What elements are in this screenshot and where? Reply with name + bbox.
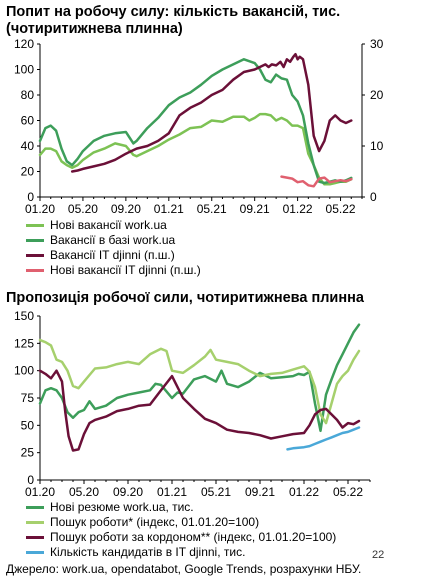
y-tick-label: 80	[21, 88, 35, 102]
x-tick-label: 01.22	[289, 485, 319, 499]
legend-label: Нові резюме work.ua, тис.	[50, 500, 194, 514]
chart-vacancies-series	[38, 52, 353, 188]
legend-swatch	[26, 536, 44, 539]
x-tick-label: 01.21	[154, 202, 184, 216]
x-tick-label: 05.20	[69, 485, 99, 499]
y-tick-label: 120	[14, 37, 34, 51]
y-tick-label: 125	[14, 336, 34, 350]
legend-swatch	[26, 506, 44, 509]
x-tick-label: 01.20	[25, 485, 55, 499]
y-tick-label: 20	[21, 165, 35, 179]
x-tick-label: 05.21	[201, 485, 231, 499]
chart-supply-axes: 0 25 50 75 100 125 150 01.20 05.20 09.20 01.21 05.2…	[14, 309, 371, 499]
x-tick-label: 09.20	[111, 202, 141, 216]
legend-label: Нові вакансії IT djinni (п.ш.)	[50, 263, 201, 277]
legend-label: Кількість кандидатів в IT djinni, тис.	[50, 545, 246, 559]
legend-label: Пошук роботи* (індекс, 01.01.20=100)	[50, 515, 260, 529]
legend-swatch	[26, 224, 44, 227]
chart-title-vacancies: Попит на робочу силу: кількість вакансій…	[6, 4, 341, 37]
series-line	[38, 58, 353, 185]
legend-item: Нові резюме work.ua, тис.	[26, 500, 336, 515]
legend-supply: Нові резюме work.ua, тис. Пошук роботи* …	[26, 500, 336, 560]
x-tick-label: 05.22	[333, 485, 363, 499]
chart-title-supply: Пропозиція робочої сили, чотиритижнева п…	[6, 290, 364, 306]
y-tick-label: 0	[27, 473, 34, 487]
legend-label: Нові вакансії work.ua	[50, 218, 167, 232]
y-tick-label: 75	[21, 391, 35, 405]
y-tick-label: 50	[21, 418, 35, 432]
y-tick-label: 100	[14, 364, 34, 378]
legend-label: Пошук роботи за кордоном** (індекс, 01.0…	[50, 530, 337, 544]
legend-item: Пошук роботи за кордоном** (індекс, 01.0…	[26, 530, 336, 545]
source-note: Джерело: work.ua, opendatabot, Google Tr…	[6, 562, 362, 576]
x-tick-label: 09.20	[113, 485, 143, 499]
y-tick-label: 60	[21, 114, 35, 128]
x-tick-label: 01.20	[25, 202, 55, 216]
series-line	[38, 338, 361, 425]
x-tick-label: 01.21	[157, 485, 187, 499]
x-tick-label: 05.22	[326, 202, 356, 216]
series-line	[38, 369, 361, 452]
y2-tick-label: 20	[370, 88, 384, 102]
legend-item: Вакансії в базі work.ua	[26, 233, 201, 248]
y2-tick-label: 0	[370, 190, 377, 204]
legend-swatch	[26, 254, 44, 257]
page-number: 22	[372, 549, 385, 561]
series-line	[286, 426, 361, 451]
series-line	[280, 175, 353, 188]
y-tick-label: 100	[14, 63, 34, 77]
legend-item: Вакансії IT djinni (п.ш.)	[26, 248, 201, 263]
legend-swatch	[26, 521, 44, 524]
legend-swatch	[26, 269, 44, 272]
legend-item: Нові вакансії IT djinni (п.ш.)	[26, 263, 201, 278]
x-tick-label: 01.22	[283, 202, 313, 216]
x-tick-label: 09.21	[240, 202, 270, 216]
chart-vacancies-axes: 0 20 40 60 80 100 120 0 10 20 30 01.20 05.20 09.20 01.…	[14, 37, 384, 216]
legend-swatch	[26, 239, 44, 242]
x-tick-label: 09.21	[245, 485, 275, 499]
y-tick-label: 150	[14, 309, 34, 323]
y-tick-label: 0	[27, 190, 34, 204]
series-line	[38, 323, 361, 433]
chart-vacancies: 0 20 40 60 80 100 120 0 10 20 30 01.20 05.20 09.20 01.…	[14, 37, 384, 216]
legend-item: Пошук роботи* (індекс, 01.01.20=100)	[26, 515, 336, 530]
x-tick-label: 05.20	[68, 202, 98, 216]
legend-item: Кількість кандидатів в IT djinni, тис.	[26, 545, 336, 560]
chart-supply-series	[38, 323, 361, 452]
legend-swatch	[26, 551, 44, 554]
x-tick-label: 05.21	[197, 202, 227, 216]
legend-label: Вакансії в базі work.ua	[50, 233, 176, 247]
y2-tick-label: 30	[370, 37, 384, 51]
series-line	[70, 52, 353, 173]
legend-label: Вакансії IT djinni (п.ш.)	[50, 248, 175, 262]
legend-item: Нові вакансії work.ua	[26, 218, 201, 233]
y2-tick-label: 10	[370, 139, 384, 153]
y-tick-label: 40	[21, 139, 35, 153]
legend-vacancies: Нові вакансії work.ua Вакансії в базі wo…	[26, 218, 201, 278]
y-tick-label: 25	[21, 446, 35, 460]
